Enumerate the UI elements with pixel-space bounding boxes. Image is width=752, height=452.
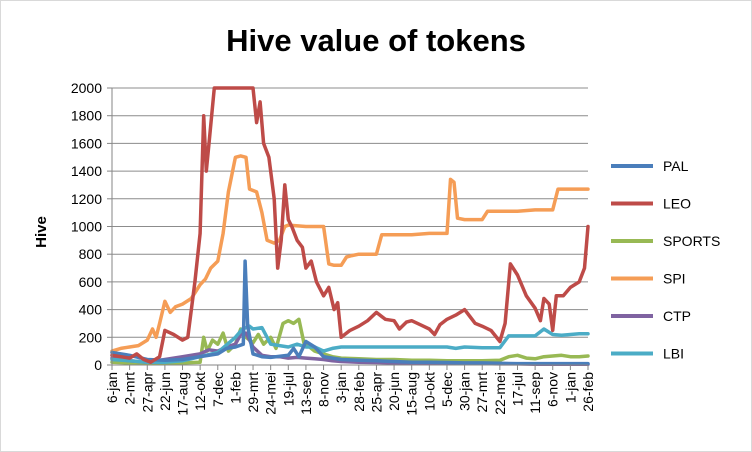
series-line-lbi: [110, 324, 590, 364]
x-tick-label: 27-mrt: [474, 372, 490, 413]
x-tick-label: 17-aug: [175, 372, 191, 416]
y-tick-label: 1400: [71, 163, 102, 179]
x-tick-label: 10-okt: [421, 372, 437, 411]
axes: [107, 87, 589, 370]
x-tick-label: 22-jun: [157, 372, 173, 411]
x-tick-label: 1-feb: [227, 372, 243, 404]
x-tick-label: 25-apr: [368, 372, 384, 413]
x-tick-label: 1-jan: [562, 372, 578, 403]
x-tick-label: 8-nov: [316, 372, 332, 407]
x-tick-label: 7-dec: [210, 372, 226, 407]
legend-label-leo: LEO: [663, 196, 691, 212]
y-axis-label: Hive: [33, 216, 50, 248]
y-tick-label: 1200: [71, 191, 102, 207]
series-line-leo: [110, 86, 590, 364]
x-tick-label: 19-jul: [280, 372, 296, 406]
legend: PAL LEO SPORTS SPI CTP LBI: [611, 158, 720, 362]
chart-title: Hive value of tokens: [226, 23, 526, 58]
y-tick-label: 2000: [71, 80, 102, 96]
series-lines: [110, 86, 590, 367]
x-tick-labels: 6-jan 2-mrt 27-apr 22-jun 17-aug 12-okt 7-dec 1…: [104, 372, 596, 416]
x-tick-label: 11-sep: [527, 372, 543, 414]
x-tick-label: 15-aug: [404, 372, 420, 416]
x-tick-label: 30-jan: [457, 372, 473, 411]
x-tick-label: 12-okt: [192, 372, 208, 411]
x-tick-label: 24-mei: [263, 372, 279, 415]
y-tick-label: 200: [79, 329, 103, 345]
x-tick-label: 17-jul: [509, 372, 525, 406]
y-tick-labels: 0 200 400 600 800 1000 1200 1400 1600 1800 2000: [71, 80, 102, 373]
legend-label-lbi: LBI: [663, 346, 684, 362]
x-tick-label: 26-feb: [580, 372, 596, 412]
legend-label-sports: SPORTS: [663, 233, 720, 249]
x-tick-label: 2-mrt: [122, 372, 138, 405]
series-line-spi: [110, 154, 590, 353]
legend-label-spi: SPI: [663, 271, 686, 287]
y-tick-label: 400: [79, 302, 103, 318]
y-tick-label: 1600: [71, 135, 102, 151]
y-tick-label: 0: [94, 357, 102, 373]
x-tick-label: 27-apr: [139, 372, 155, 413]
y-tick-label: 1000: [71, 219, 102, 235]
series-line-pal: [110, 259, 590, 366]
legend-label-ctp: CTP: [663, 308, 691, 324]
x-tick-label: 5-dec: [439, 372, 455, 407]
x-tick-label: 3-jan: [333, 372, 349, 403]
x-tick-label: 13-sep: [298, 372, 314, 415]
x-tick-label: 28-feb: [351, 372, 367, 412]
x-tick-label: 29-mrt: [245, 372, 261, 413]
x-tick-label: 6-nov: [545, 372, 561, 407]
y-tick-label: 1800: [71, 108, 102, 124]
x-tick-label: 22-mei: [492, 372, 508, 415]
x-tick-label: 6-jan: [104, 372, 120, 403]
y-tick-label: 800: [79, 246, 103, 262]
x-tick-label: 20-jun: [386, 372, 402, 411]
legend-label-pal: PAL: [663, 158, 689, 174]
y-tick-label: 600: [79, 274, 103, 290]
